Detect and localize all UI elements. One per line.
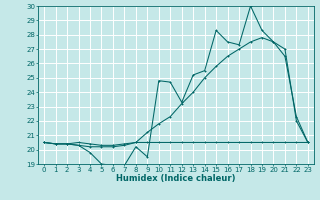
- X-axis label: Humidex (Indice chaleur): Humidex (Indice chaleur): [116, 174, 236, 183]
